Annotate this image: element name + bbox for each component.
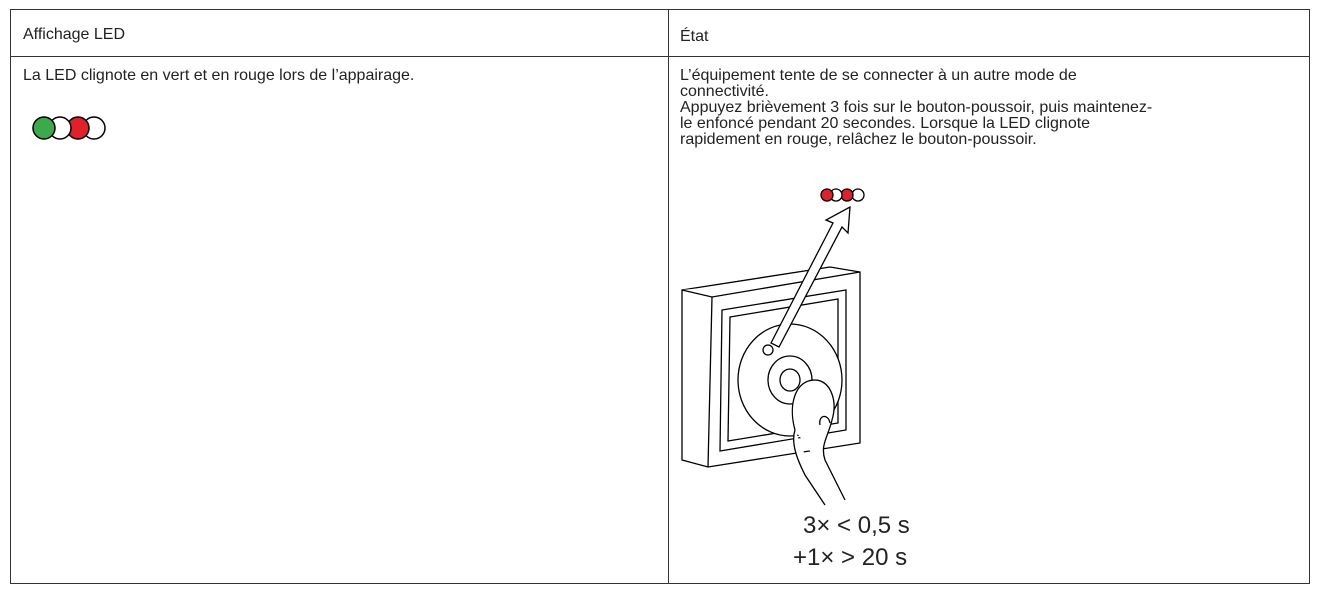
- caption-text: 3× < 0,5 s: [803, 512, 910, 539]
- cell-text: rapidement en rouge, relâchez le bouton-…: [680, 131, 1037, 148]
- cell-text: le enfoncé pendant 20 secondes. Lorsque …: [680, 115, 1091, 132]
- cell-text: connectivité.: [680, 83, 769, 100]
- cell-text: La LED clignote en vert et en rouge lors…: [23, 67, 415, 84]
- illustration: [681, 188, 865, 506]
- body-cell: [668, 56, 1310, 584]
- caption-text: +1× > 20 s: [793, 544, 908, 571]
- header-cell: [668, 9, 1310, 57]
- cell-text: L’équipement tente de se connecter à un …: [680, 67, 1077, 84]
- led-icon: [32, 116, 106, 140]
- header-text: Affichage LED: [23, 26, 125, 43]
- cell-text: Appuyez brièvement 3 fois sur le bouton-…: [680, 99, 1153, 116]
- header-text: État: [680, 28, 709, 45]
